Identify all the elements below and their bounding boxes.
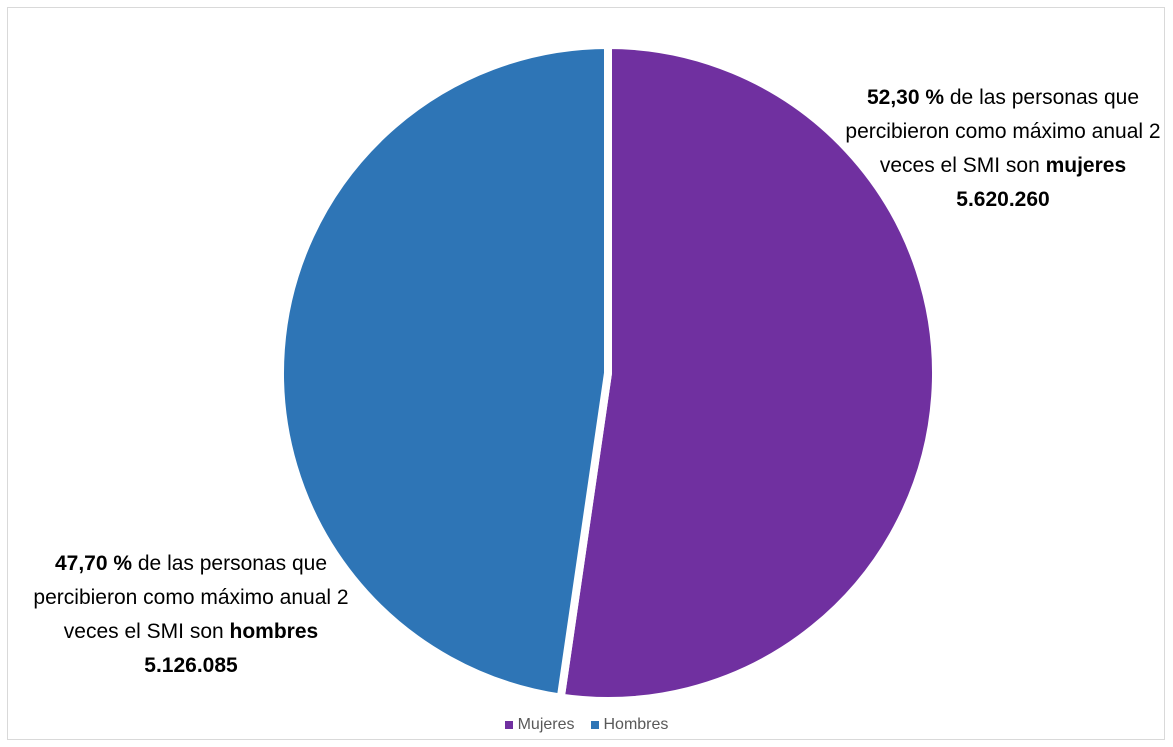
- label-hombres-count: 5.126.085: [144, 654, 238, 677]
- label-mujeres-text: de las personas que percibieron como máx…: [845, 86, 1161, 177]
- data-label-hombres: 47,70 % de las personas que percibieron …: [26, 547, 356, 683]
- legend-label-mujeres: Mujeres: [517, 716, 575, 733]
- label-hombres-percent: 47,70 %: [54, 552, 133, 575]
- label-hombres-group: hombres: [229, 620, 319, 643]
- pie-slice-hombres: [276, 41, 612, 702]
- data-label-mujeres: 52,30 % de las personas que percibieron …: [838, 81, 1168, 217]
- legend-label-hombres: Hombres: [603, 716, 669, 733]
- pie-slice-mujeres: [556, 41, 940, 705]
- legend-swatch-hombres: [590, 721, 599, 729]
- legend-swatch-mujeres: [504, 721, 513, 729]
- legend-item-hombres: Hombres: [590, 716, 669, 734]
- legend-item-mujeres: Mujeres: [504, 716, 575, 734]
- label-mujeres-percent: 52,30 %: [866, 86, 945, 109]
- label-mujeres-count: 5.620.260: [956, 188, 1050, 211]
- label-mujeres-group: mujeres: [1045, 154, 1127, 177]
- label-hombres-text: de las personas que percibieron como máx…: [33, 552, 349, 643]
- chart-legend: Mujeres Hombres: [0, 716, 1173, 734]
